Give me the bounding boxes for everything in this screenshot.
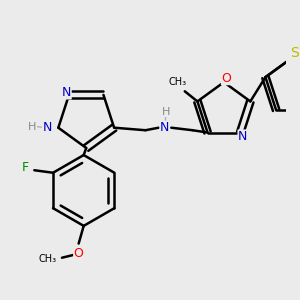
Text: N: N [238, 130, 248, 143]
Text: H: H [161, 106, 170, 116]
Text: H: H [28, 122, 36, 132]
Text: CH₃: CH₃ [168, 77, 186, 87]
Text: N: N [43, 121, 52, 134]
Text: CH₃: CH₃ [38, 254, 56, 264]
Text: O: O [221, 72, 231, 85]
Text: S: S [290, 46, 299, 60]
Text: N: N [160, 121, 169, 134]
Text: O: O [74, 247, 84, 260]
Text: N: N [62, 86, 71, 99]
Text: F: F [22, 161, 29, 174]
